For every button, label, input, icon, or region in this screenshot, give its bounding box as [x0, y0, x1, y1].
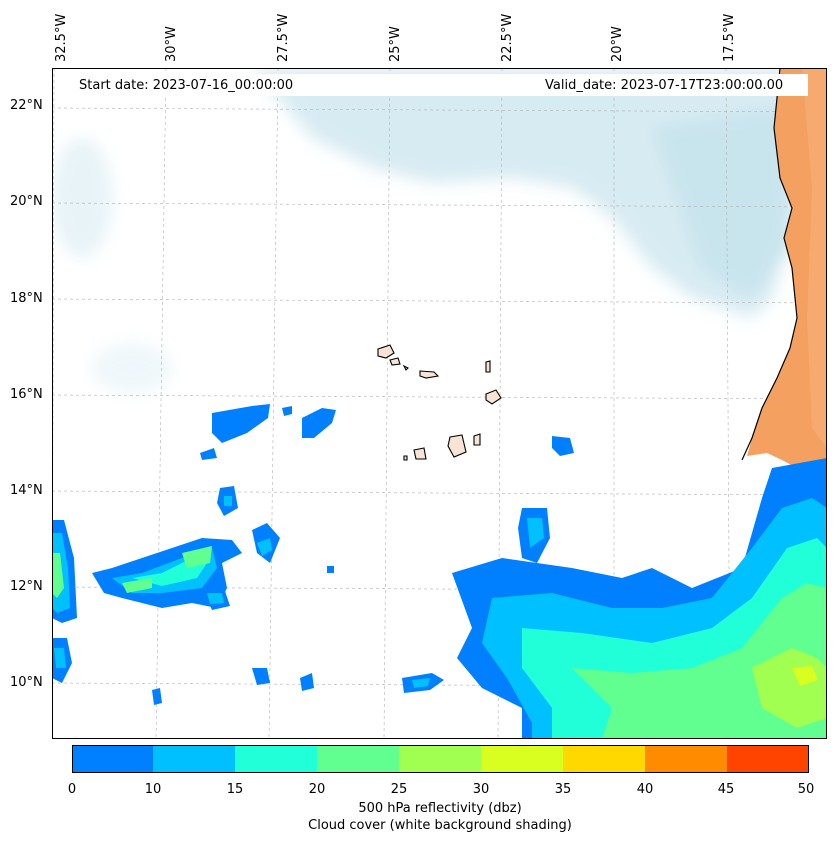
lon-label-17.5W: 17.5°W — [722, 13, 737, 62]
colorbar-bin-25-30 — [399, 745, 481, 773]
lat-label-14N: 14°N — [10, 483, 43, 498]
map-panel — [52, 68, 827, 739]
valid-date-label: Valid_date: 2023-07-17T23:00:00.00 — [545, 78, 784, 93]
colorbar-bin-0-10 — [72, 745, 153, 773]
colorbar-tick-0: 0 — [67, 782, 77, 797]
lon-label-20W: 20°W — [610, 26, 625, 62]
colorbar-bin-10-15 — [153, 745, 235, 773]
reflectivity-colorbar — [72, 745, 809, 773]
colorbar-label: 500 hPa reflectivity (dbz) — [358, 801, 522, 816]
cloud-cover-shading — [52, 68, 807, 393]
lat-label-18N: 18°N — [10, 291, 43, 306]
africa-land-interior — [802, 68, 827, 448]
lat-label-16N: 16°N — [10, 387, 43, 402]
colorbar-tick-10: 10 — [144, 782, 162, 797]
colorbar-bin-45-50 — [727, 745, 809, 773]
colorbar-bin-35-40 — [563, 745, 645, 773]
lon-label-30W: 30°W — [164, 26, 179, 62]
header-band — [72, 74, 808, 96]
colorbar-sublabel: Cloud cover (white background shading) — [308, 818, 572, 833]
coastline — [741, 68, 798, 461]
colorbar-tick-15: 15 — [226, 782, 244, 797]
lat-label-22N: 22°N — [10, 98, 43, 113]
colorbar-bin-40-45 — [645, 745, 727, 773]
reflectivity-contours — [52, 404, 827, 739]
lon-label-32.5W: 32.5°W — [54, 13, 69, 62]
lon-label-22.5W: 22.5°W — [500, 13, 515, 62]
colorbar-tick-50: 50 — [797, 782, 815, 797]
lon-label-25W: 25°W — [388, 26, 403, 62]
reflectivity-cell-north — [212, 404, 270, 443]
colorbar-tick-40: 40 — [636, 782, 654, 797]
colorbar-bin-30-35 — [481, 745, 563, 773]
cape-verde-islands — [377, 344, 502, 461]
lat-label-10N: 10°N — [10, 675, 43, 690]
colorbar-bin-20-25 — [317, 745, 399, 773]
lat-label-12N: 12°N — [10, 579, 43, 594]
colorbar-tick-25: 25 — [390, 782, 408, 797]
colorbar-tick-20: 20 — [308, 782, 326, 797]
colorbar-bin-15-20 — [235, 745, 317, 773]
lat-label-20N: 20°N — [10, 194, 43, 209]
colorbar-tick-35: 35 — [554, 782, 572, 797]
lon-label-27.5W: 27.5°W — [276, 13, 291, 62]
colorbar-tick-30: 30 — [472, 782, 490, 797]
africa-land — [747, 68, 827, 468]
start-date-label: Start date: 2023-07-16_00:00:00 — [79, 78, 294, 93]
colorbar-tick-45: 45 — [717, 782, 735, 797]
